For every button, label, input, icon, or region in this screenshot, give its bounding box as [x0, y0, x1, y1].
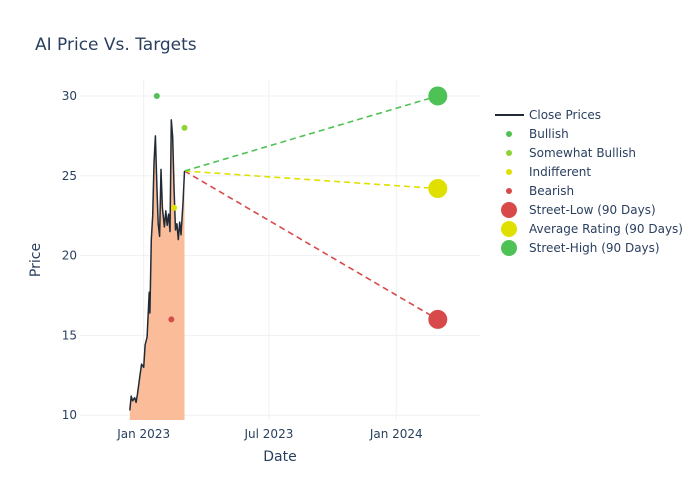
legend: Close Prices Bullish Somewhat Bullish Indif… — [495, 108, 683, 256]
close-price-line — [129, 119, 186, 411]
legend-swatch-dot — [506, 131, 512, 137]
legend-swatch-marker — [501, 202, 517, 218]
legend-label: Street-High (90 Days) — [529, 241, 660, 255]
legend-label: Somewhat Bullish — [529, 146, 636, 160]
average-rating-target-marker — [428, 179, 448, 199]
legend-swatch-dot — [506, 169, 512, 175]
legend-label: Average Rating (90 Days) — [529, 222, 683, 236]
average-rating-target-line — [184, 170, 438, 190]
street-high-target-marker — [428, 86, 448, 106]
rating-points — [153, 86, 448, 329]
y-tick-label: 25 — [62, 169, 77, 183]
x-axis-title: Date — [263, 449, 296, 465]
street-low-target-marker — [428, 309, 448, 329]
y-tick-label: 20 — [62, 249, 77, 263]
chart-title: AI Price Vs. Targets — [35, 35, 197, 55]
close-price-fill — [129, 119, 185, 421]
somewhat-bullish-point — [181, 124, 188, 131]
indifferent-point — [171, 204, 178, 211]
close-price-area — [129, 119, 185, 421]
x-tick-label: Jan 2024 — [369, 427, 423, 441]
close-price-series — [129, 119, 186, 411]
legend-label: Close Prices — [529, 108, 601, 122]
legend-swatch-marker — [501, 221, 517, 237]
legend-swatch-dot — [506, 188, 512, 194]
target-lines — [184, 95, 439, 321]
y-tick-label: 15 — [62, 328, 77, 342]
grid — [80, 80, 480, 420]
x-tick-label: Jan 2023 — [116, 427, 170, 441]
x-tick-label: Jul 2023 — [244, 427, 294, 441]
bearish-point — [168, 316, 175, 323]
y-tick-label: 30 — [62, 89, 77, 103]
legend-label: Bullish — [529, 127, 569, 141]
axes: 10 15 20 25 30 Jan 2023 Jul 2023 Jan 2024 — [62, 89, 423, 441]
legend-swatch-marker — [501, 240, 517, 256]
y-axis-title: Price — [28, 243, 44, 277]
legend-label: Bearish — [529, 184, 574, 198]
y-tick-label: 10 — [62, 408, 77, 422]
legend-label: Street-Low (90 Days) — [529, 203, 656, 217]
legend-label: Indifferent — [529, 165, 591, 179]
bullish-point — [153, 92, 160, 99]
street-high-target-line — [184, 95, 439, 172]
legend-swatch-dot — [506, 150, 512, 156]
street-low-target-line — [184, 170, 439, 321]
